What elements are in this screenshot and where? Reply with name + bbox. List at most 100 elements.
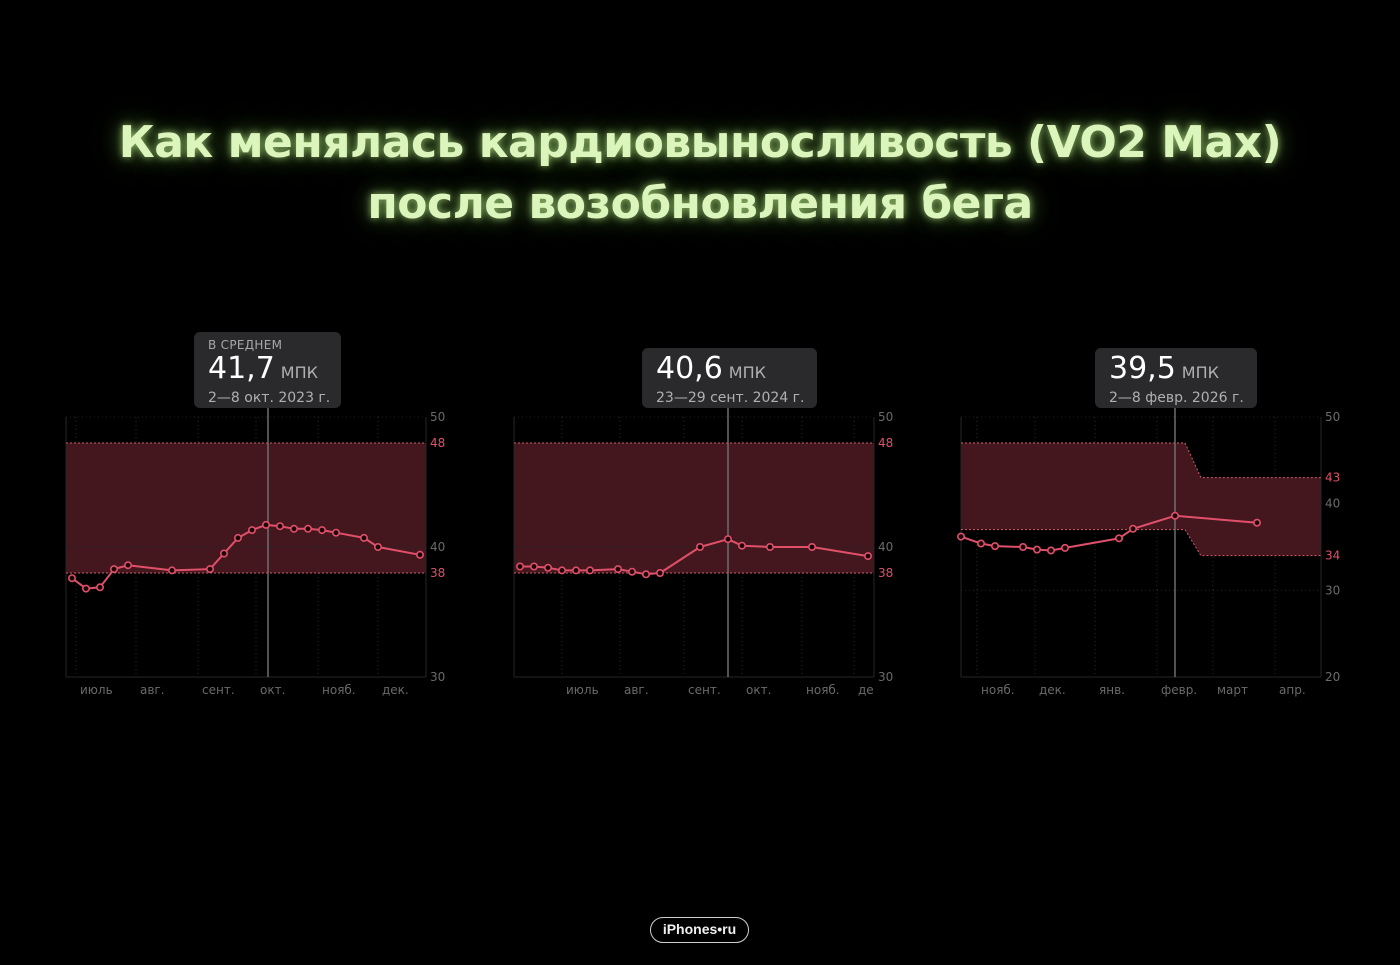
chart-2-data-point (655, 568, 664, 577)
chart-2-data-point (765, 542, 774, 551)
chart-2-data-point (613, 565, 622, 574)
chart-2-data-point (723, 535, 732, 544)
tooltip-date: 23—29 сент. 2024 г. (656, 390, 805, 406)
chart-3-ytick-label: 20 (1325, 670, 1340, 684)
chart-1-data-point (234, 533, 243, 542)
chart-3-data-point (1018, 542, 1027, 551)
tooltip-value: 40,6 (656, 351, 723, 386)
chart-2-month-label: сент. (688, 683, 721, 697)
tooltip-unit: МПК (728, 363, 766, 382)
chart-1-data-point (124, 561, 133, 570)
chart-3-ytick-label: 30 (1325, 583, 1340, 597)
chart-1-data-point (68, 574, 77, 583)
chart-1-month-label: нояб. (322, 683, 356, 697)
chart-3-data-point (1171, 511, 1180, 520)
chart-2-month-label: нояб. (806, 683, 840, 697)
chart-2-data-point (571, 566, 580, 575)
chart-1-data-point (359, 533, 368, 542)
chart-1-band-high-label: 48 (430, 436, 445, 450)
tooltip-chart-3: 39,5 МПК 2—8 февр. 2026 г. (1095, 348, 1257, 408)
chart-1-month-label: окт. (260, 683, 285, 697)
chart-2-month-label: авг. (624, 683, 649, 697)
chart-3-ytick-label: 40 (1325, 497, 1340, 511)
chart-2-data-point (807, 542, 816, 551)
tooltip-date: 2—8 февр. 2026 г. (1109, 390, 1244, 406)
chart-3-band-low-label: 34 (1325, 549, 1340, 563)
chart-1-data-point (373, 542, 382, 551)
chart-3-month-label: нояб. (981, 683, 1015, 697)
chart-2-data-point (627, 567, 636, 576)
tooltip-chart-1: В СРЕДНЕМ 41,7 МПК 2—8 окт. 2023 г. (194, 332, 341, 408)
chart-2-ytick-label: 40 (878, 540, 893, 554)
title-line-1: Как менялась кардиовыносливость (VO2 Max… (118, 117, 1282, 168)
chart-3-month-label: янв. (1099, 683, 1125, 697)
chart-1-data-point (110, 565, 119, 574)
title-line-2: после возобновления бега (367, 178, 1033, 229)
tooltip-date: 2—8 окт. 2023 г. (208, 390, 331, 406)
chart-1-month-label: сент. (202, 683, 235, 697)
chart-1-data-point (303, 524, 312, 533)
chart-3-data-point (956, 532, 965, 541)
chart-1-month-label: авг. (140, 683, 165, 697)
chart-1-data-point (331, 528, 340, 537)
chart-2-ytick-label: 30 (878, 670, 893, 684)
chart-1-ytick-label: 50 (430, 410, 445, 424)
chart-2-data-point (557, 566, 566, 575)
chart-3-month-label: апр. (1279, 683, 1306, 697)
iphones-ru-logo: iPhones•ru (650, 917, 749, 943)
chart-1-band-low-label: 38 (430, 566, 445, 580)
chart-1-data-point (96, 583, 105, 592)
chart-3-data-point (1129, 524, 1138, 533)
chart-3-band-lower (961, 529, 1321, 557)
chart-3-data-point (1047, 546, 1056, 555)
chart-1-ytick-label: 30 (430, 670, 445, 684)
chart-1-data-point (275, 522, 284, 531)
chart-3-ytick-label: 50 (1325, 410, 1340, 424)
tooltip-unit: МПК (280, 363, 318, 382)
chart-2-month-label: июль (566, 683, 599, 697)
chart-2-band-high-label: 48 (878, 436, 893, 450)
chart-3-month-label: март (1217, 683, 1248, 697)
chart-3-month-label: дек. (1039, 683, 1066, 697)
chart-2-month-label: де (858, 683, 874, 697)
chart-1-data-point (82, 584, 91, 593)
chart-1-month-label: дек. (382, 683, 409, 697)
chart-1-month-label: июль (80, 683, 113, 697)
chart-2-data-point (543, 563, 552, 572)
chart-1-data-point (289, 524, 298, 533)
chart-1-ytick-label: 40 (430, 540, 445, 554)
chart-3-target-band (961, 443, 1321, 556)
chart-2-data-point (529, 562, 538, 571)
chart-3-data-point (976, 539, 985, 548)
chart-2-target-band (514, 443, 874, 573)
chart-1-data-point (206, 565, 215, 574)
chart-2-band-low-label: 38 (878, 566, 893, 580)
chart-3-band-high-label: 43 (1325, 471, 1340, 485)
tooltip-value: 41,7 (208, 351, 275, 386)
chart-1-target-band (66, 443, 426, 573)
chart-2-data-point (863, 552, 872, 561)
chart-1-data-point (317, 526, 326, 535)
chart-2-series-line (519, 538, 869, 576)
chart-2-data-point (641, 570, 650, 579)
chart-1-data-point (248, 526, 257, 535)
chart-3-data-point (1253, 518, 1262, 527)
chart-3-data-point (1115, 534, 1124, 543)
chart-2-data-point (695, 542, 704, 551)
chart-3-data-point (1061, 543, 1070, 552)
chart-3-month-label: февр. (1161, 683, 1197, 697)
tooltip-chart-2: 40,6 МПК 23—29 сент. 2024 г. (642, 348, 817, 408)
chart-2-data-point (585, 566, 594, 575)
tooltip-value: 39,5 (1109, 351, 1176, 386)
chart-1-data-point (168, 566, 177, 575)
chart-2-month-label: окт. (746, 683, 771, 697)
chart-1-data-point (220, 549, 229, 558)
chart-3-data-point (1033, 545, 1042, 554)
chart-2-data-point (737, 541, 746, 550)
chart-title: Как менялась кардиовыносливость (VO2 Max… (0, 112, 1400, 234)
chart-2-ytick-label: 50 (878, 410, 893, 424)
chart-3-band-upper (961, 442, 1321, 479)
chart-1-data-point (415, 550, 424, 559)
tooltip-caption: В СРЕДНЕМ (208, 338, 283, 352)
